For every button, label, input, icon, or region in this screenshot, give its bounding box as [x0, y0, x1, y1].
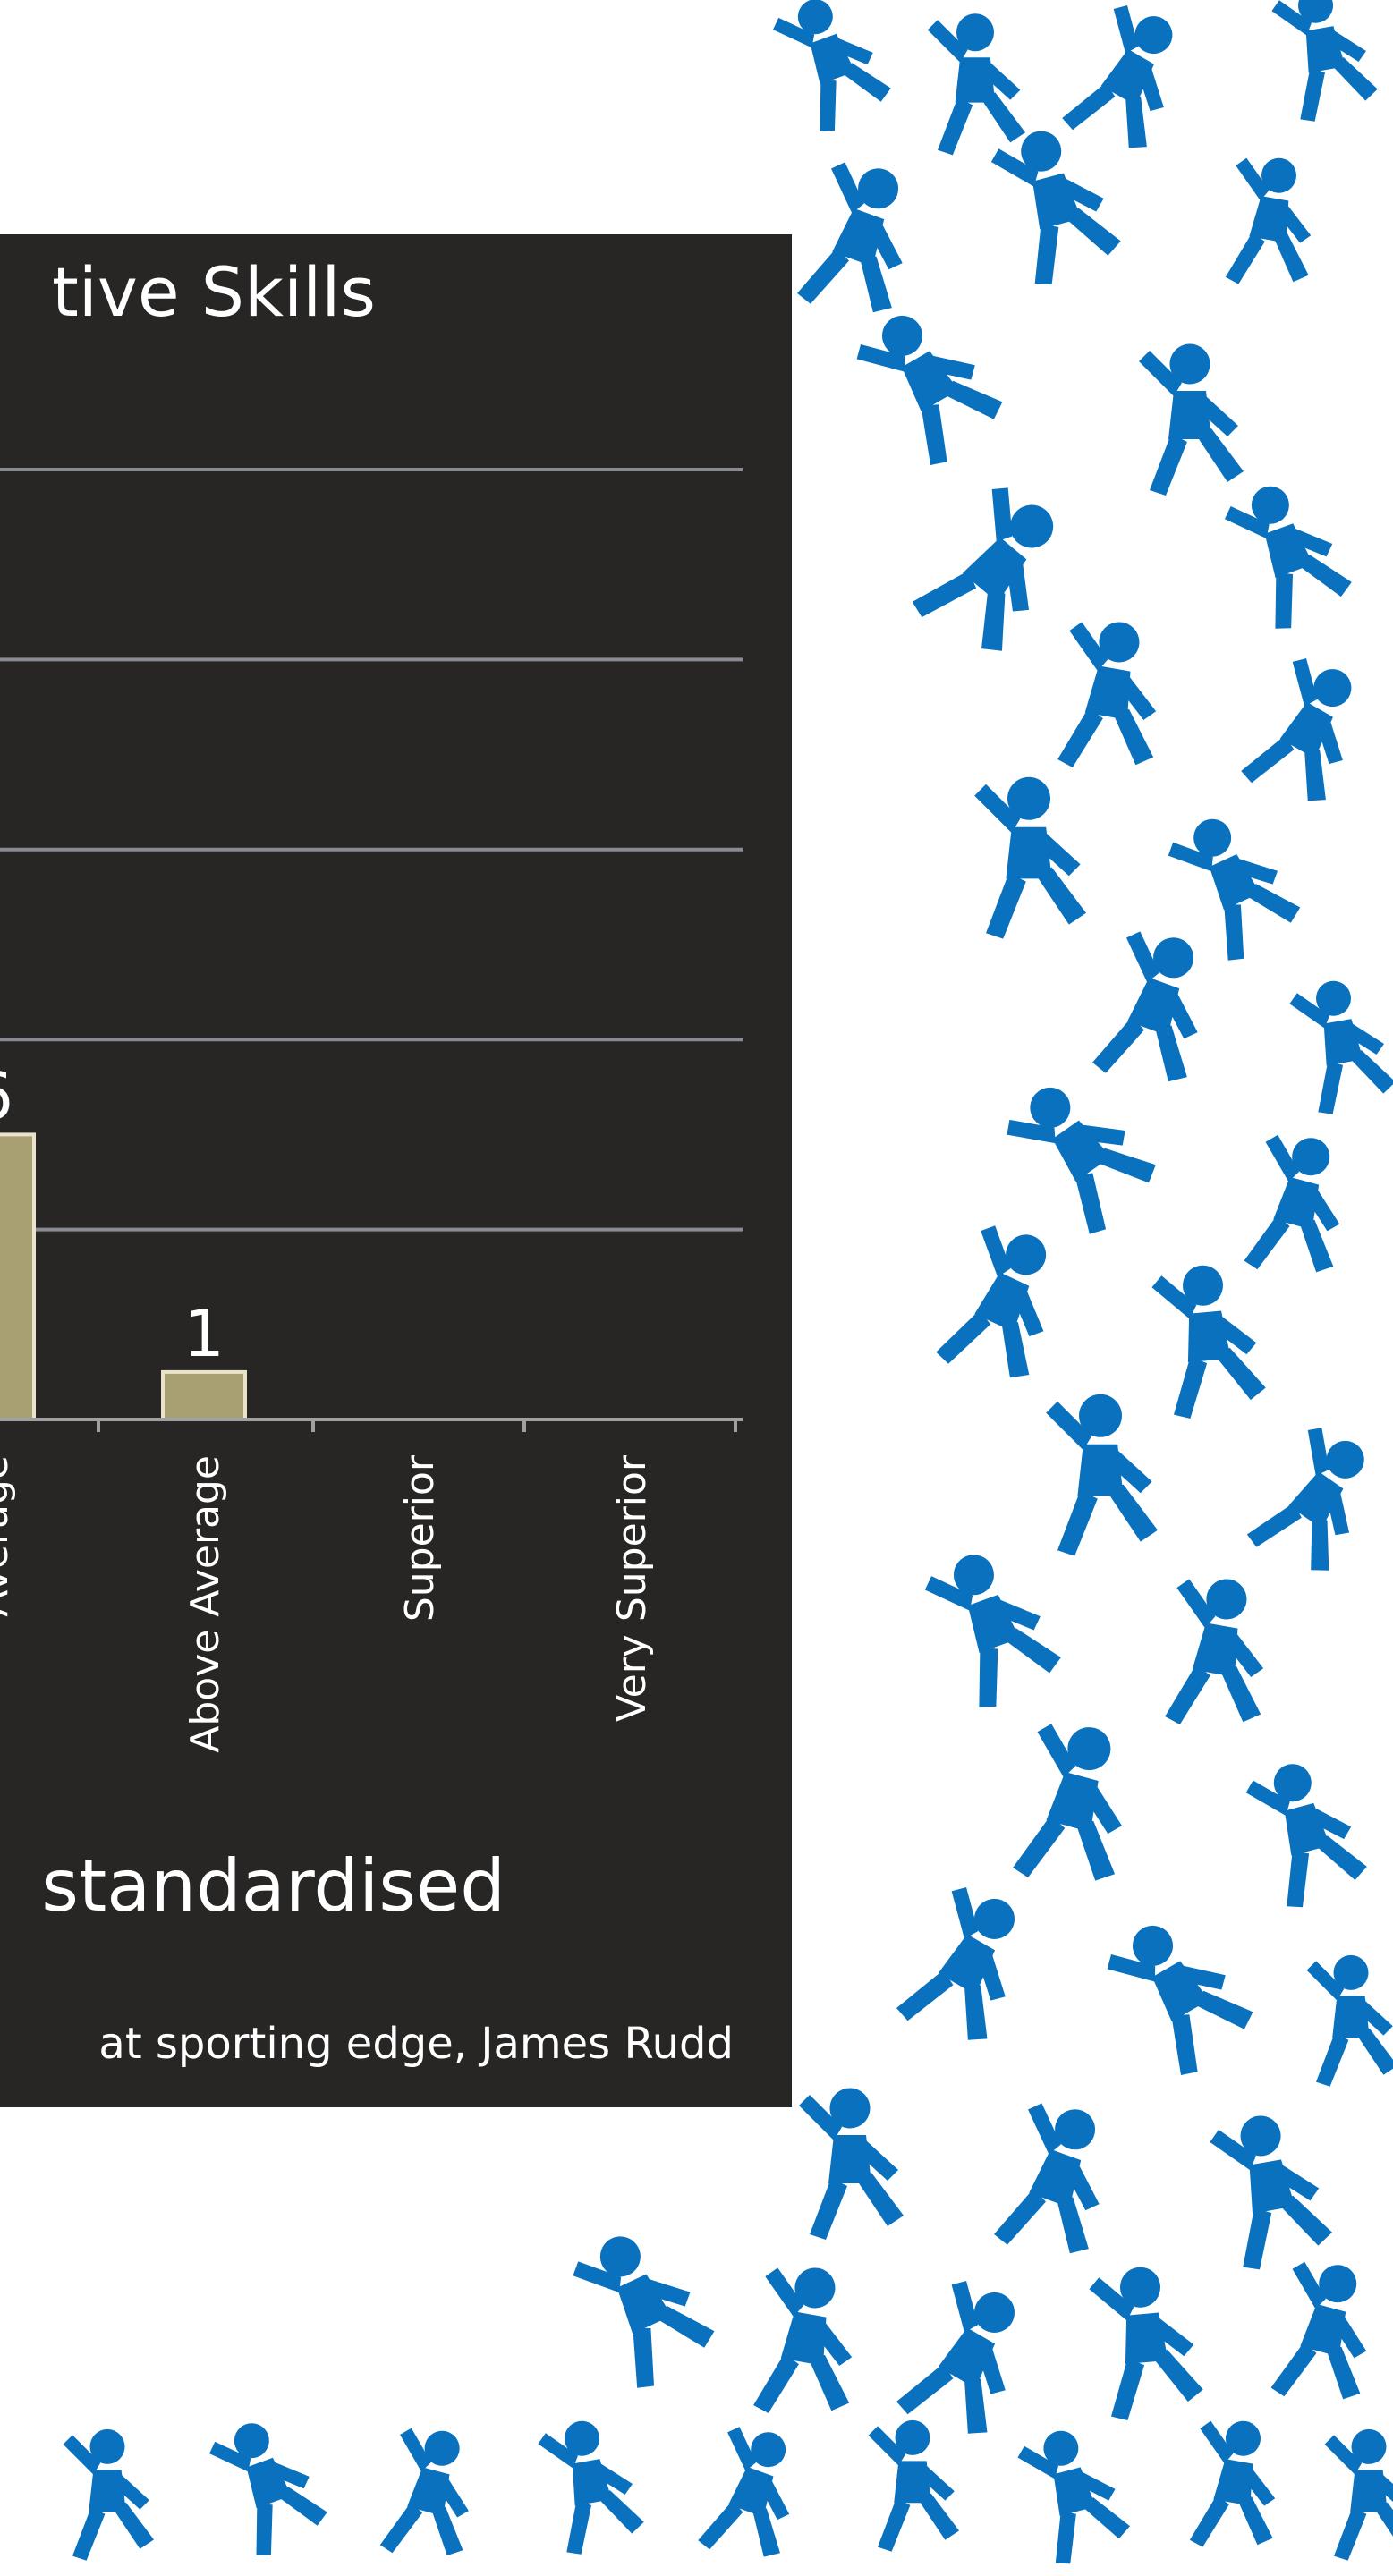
- sports-pictogram-icon: [1189, 2420, 1276, 2547]
- sports-pictogram-icon: [1225, 157, 1312, 284]
- sports-pictogram-icon: [1306, 1954, 1393, 2087]
- sports-pictogram-icon: [773, 0, 891, 131]
- sports-pictogram-icon: [797, 162, 903, 313]
- sports-pictogram-icon: [799, 2088, 904, 2240]
- chart-title: tive Skills: [51, 252, 376, 332]
- sports-pictogram-icon: [1271, 0, 1378, 122]
- sports-pictogram-icon: [927, 13, 1025, 156]
- sports-pictogram-icon: [1089, 2267, 1203, 2421]
- sports-pictogram-icon: [1062, 4, 1173, 148]
- x-tick-label: Average: [0, 1455, 17, 1617]
- x-tick-label: Very Superior: [609, 1454, 655, 1722]
- axis-layer: [0, 1418, 743, 1432]
- sports-pictogram-icon: [896, 1886, 1015, 2040]
- chart-panel: tive Skills 6 Average 1 Above Average Superi…: [0, 234, 792, 2107]
- sports-pictogram-icon: [912, 487, 1054, 651]
- sports-pictogram-icon: [209, 2423, 327, 2555]
- sports-pictogram-icon: [698, 2427, 790, 2557]
- sports-pictogram-icon: [1210, 2115, 1332, 2270]
- sports-pictogram-icon: [896, 2280, 1015, 2434]
- sports-pictogram-icon: [1246, 1428, 1364, 1571]
- sports-pictogram-icon: [1057, 622, 1157, 768]
- x-tick-label: Above Average: [183, 1455, 228, 1753]
- sports-pictogram-icon: [379, 2428, 469, 2556]
- sports-pictogram-icon: [1244, 1134, 1340, 1273]
- sports-pictogram-icon: [868, 2419, 959, 2552]
- chart-footer: at sporting edge, James Rudd: [98, 2019, 734, 2069]
- grid-layer: [0, 468, 743, 1232]
- sports-pictogram-icon: [936, 1225, 1047, 1378]
- sports-pictogram-icon: [63, 2428, 154, 2561]
- sports-pictogram-icon: [1168, 818, 1301, 961]
- sports-pictogram-icon: [1092, 931, 1198, 1082]
- sports-pictogram-icon: [1241, 657, 1352, 801]
- bar-layer: [0, 1132, 247, 1422]
- sports-pictogram-icon: [856, 315, 1003, 466]
- sports-pictogram-icon: [974, 776, 1086, 939]
- sports-pictogram-icon: [1270, 2261, 1367, 2400]
- data-label: 6: [0, 1058, 13, 1133]
- sports-pictogram-icon: [538, 2420, 644, 2555]
- sports-pictogram-icon: [1289, 980, 1393, 1114]
- sports-pictogram-icon: [1007, 1087, 1156, 1234]
- chart-subtitle: standardised: [41, 1844, 505, 1928]
- x-tick-label: Superior: [397, 1454, 443, 1622]
- bar: [0, 1132, 36, 1422]
- sports-pictogram-icon: [1139, 343, 1244, 496]
- sports-pictogram-icon: [1107, 1925, 1253, 2076]
- sports-pictogram-icon: [1013, 1724, 1122, 1881]
- sports-pictogram-icon: [1245, 1764, 1367, 1908]
- data-label: 1: [183, 1296, 225, 1371]
- sports-pictogram-icon: [1324, 2428, 1393, 2561]
- sports-pictogram-icon: [1151, 1265, 1266, 1419]
- sports-pictogram-icon: [1046, 1394, 1158, 1556]
- label-layer: 6 Average 1 Above Average Superior Very Super…: [0, 1058, 655, 1752]
- bar: [161, 1369, 247, 1422]
- sports-pictogram-icon: [924, 1555, 1061, 1707]
- sports-pictogram-icon: [1017, 2430, 1131, 2564]
- sports-pictogram-icon: [1165, 1579, 1264, 1725]
- sports-pictogram-icon: [990, 131, 1121, 285]
- bar-chart: 6 Average 1 Above Average Superior Very Super…: [0, 468, 743, 1753]
- sports-pictogram-icon: [1224, 486, 1352, 629]
- sports-pictogram-icon: [994, 2103, 1100, 2254]
- sports-pictogram-icon: [573, 2236, 715, 2388]
- sports-pictogram-icon: [753, 2267, 853, 2414]
